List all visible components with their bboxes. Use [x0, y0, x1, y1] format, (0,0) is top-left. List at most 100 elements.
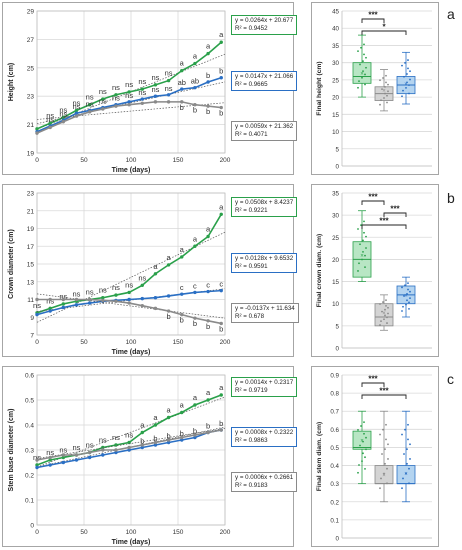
box-point — [387, 443, 389, 446]
significance-letter: b — [193, 106, 197, 115]
significance-letter: b — [206, 107, 210, 116]
box-point — [409, 443, 411, 446]
y-tick-label: 0 — [30, 523, 34, 530]
y-tick-label: 20 — [332, 95, 339, 102]
x-tick-label: 100 — [126, 529, 137, 536]
box-point — [403, 75, 405, 78]
data-point — [35, 131, 39, 135]
significance-letter: b — [219, 67, 223, 76]
box-point — [384, 85, 386, 88]
data-point — [74, 111, 79, 115]
box-point — [383, 472, 385, 475]
significance-bracket — [361, 30, 407, 35]
y-tick-label: 0.9 — [330, 373, 339, 380]
significance-letter: ns — [73, 102, 81, 111]
y-tick-label: 25 — [332, 235, 339, 242]
data-point — [61, 460, 66, 465]
y-tick-label: 25 — [27, 65, 35, 72]
x-tick-label: 0 — [35, 529, 39, 536]
box-mean-marker: × — [360, 72, 364, 78]
significance-letter: ns — [125, 91, 133, 100]
significance-letter: b — [206, 422, 210, 431]
significance-letter: a — [193, 52, 198, 61]
box-point — [357, 228, 359, 230]
significance-letter: b — [180, 316, 184, 325]
data-point — [180, 68, 184, 73]
data-point — [87, 103, 92, 107]
r-squared-text: R² = 0.9452 — [235, 25, 268, 32]
data-point — [35, 297, 39, 302]
box-panel-b: 0 5 10 15 20 25 30 35 Final crown diam. (cm) × × × *… — [311, 184, 439, 357]
box-chart-b: 0 5 10 15 20 25 30 35 Final crown diam. (cm) × × × *… — [316, 191, 432, 353]
box-point — [360, 425, 362, 427]
data-point — [180, 438, 184, 442]
y-tick-label: 0.6 — [330, 427, 339, 434]
significance-letter: ns — [59, 109, 67, 118]
data-point — [87, 297, 92, 302]
y-tick-label: 0.3 — [330, 481, 339, 488]
significance-letter: ns — [99, 436, 107, 445]
equation-text: y = 0.0059x + 21.362 — [235, 123, 294, 130]
line-chart-a: 19 21 23 25 27 29 0 50 100 150 200 Time (days) Heigh… — [8, 9, 231, 175]
box-point — [379, 324, 381, 326]
y-tick-label: 0 — [336, 536, 340, 543]
x-tick-label: 150 — [173, 339, 184, 346]
box-point — [386, 101, 388, 104]
significance-stars: *** — [368, 193, 378, 202]
significance-letter: b — [180, 103, 184, 112]
significance-letter: ns — [46, 115, 54, 124]
significance-letter: c — [180, 283, 184, 292]
data-point — [87, 301, 92, 305]
box-point — [402, 89, 404, 92]
data-point — [219, 212, 223, 216]
box-point — [384, 308, 386, 311]
box-point — [382, 428, 384, 431]
y-tick-label: 19 — [27, 226, 35, 233]
data-point — [180, 292, 184, 296]
significance-letter: ns — [138, 273, 146, 282]
y-tick-label: 21 — [27, 122, 35, 129]
data-point — [166, 93, 171, 97]
data-point — [74, 458, 79, 462]
data-point — [61, 455, 66, 460]
box-point — [363, 432, 365, 435]
box-point — [401, 433, 403, 436]
y-axis-label: Stem base diameter (cm) — [8, 409, 15, 492]
significance-bracket — [361, 394, 407, 399]
y-tick-label: 27 — [27, 37, 35, 44]
y-tick-label: 15 — [332, 112, 339, 119]
y-tick-label: 9 — [30, 315, 34, 322]
box-point — [362, 440, 364, 443]
box-point — [380, 477, 382, 480]
box-point — [406, 462, 408, 465]
data-point — [101, 97, 105, 101]
box-point — [404, 428, 406, 431]
panel-letter-c: c — [447, 371, 454, 387]
box-point — [401, 286, 403, 289]
significance-letter: ns — [73, 289, 81, 298]
box-point — [405, 87, 407, 89]
box-mean-marker: × — [404, 293, 408, 299]
data-point — [114, 299, 118, 303]
data-point — [87, 450, 92, 455]
box-point — [409, 70, 411, 73]
data-point — [206, 80, 210, 84]
data-point — [48, 125, 52, 130]
box-point — [364, 456, 366, 459]
y-axis-label: Crown diameter (cm) — [8, 229, 15, 299]
box-point — [386, 322, 388, 324]
significance-letter: ns — [99, 87, 107, 96]
significance-letter: ns — [151, 85, 159, 94]
box-panel-a: 0 5 10 15 20 25 30 35 40 45 Final height (cm) × × × **… — [311, 2, 439, 175]
y-tick-label: 19 — [27, 151, 35, 158]
y-tick-label: 17 — [27, 244, 35, 251]
equation-text: y = 0.0264x + 20.677 — [235, 17, 294, 24]
significance-bracket — [361, 18, 385, 23]
box-point — [363, 220, 365, 223]
significance-stars: *** — [379, 387, 389, 396]
equation-box: y = 0.0006x + 0.2661 R² = 0.9183 — [231, 472, 298, 492]
equation-box: y = 0.0128x + 9.6532 R² = 0.9591 — [231, 253, 298, 273]
x-tick-label: 0 — [35, 157, 39, 164]
data-point — [166, 294, 171, 298]
box-point — [407, 59, 409, 61]
